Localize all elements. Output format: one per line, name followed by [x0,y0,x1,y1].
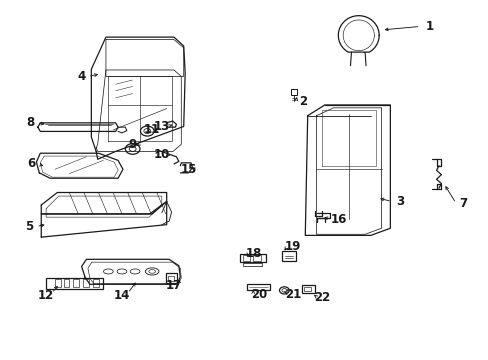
Text: 11: 11 [143,123,160,136]
Text: 2: 2 [298,95,306,108]
Text: 5: 5 [25,220,34,233]
Bar [282,251,295,261]
Bar [93,279,99,287]
Bar [55,279,61,287]
Text: 15: 15 [180,163,196,176]
Bar [301,285,314,293]
Bar [303,287,310,292]
Text: 13: 13 [153,120,170,133]
Text: 21: 21 [285,288,301,301]
Bar [63,279,69,287]
Bar [253,255,260,261]
Bar [46,278,103,289]
Bar [83,279,89,287]
Text: 3: 3 [395,195,403,208]
Text: 17: 17 [165,279,182,292]
Text: 20: 20 [250,288,266,301]
Text: 16: 16 [330,213,347,226]
Bar [243,263,262,266]
Bar [167,276,173,281]
Text: 4: 4 [77,70,85,83]
Text: 14: 14 [114,288,130,302]
Bar [246,284,270,290]
Bar [290,89,296,95]
Text: 10: 10 [153,148,170,162]
Text: 8: 8 [26,116,35,129]
Text: 1: 1 [425,20,432,33]
Text: 12: 12 [38,288,54,302]
Text: 22: 22 [313,291,330,305]
Text: 18: 18 [245,247,262,260]
Text: 9: 9 [128,138,137,151]
Bar [242,255,249,261]
Bar [165,273,177,283]
Text: 6: 6 [27,157,36,170]
Bar [73,279,79,287]
Text: 7: 7 [458,197,467,210]
Bar [239,253,266,262]
Text: 19: 19 [285,240,301,253]
